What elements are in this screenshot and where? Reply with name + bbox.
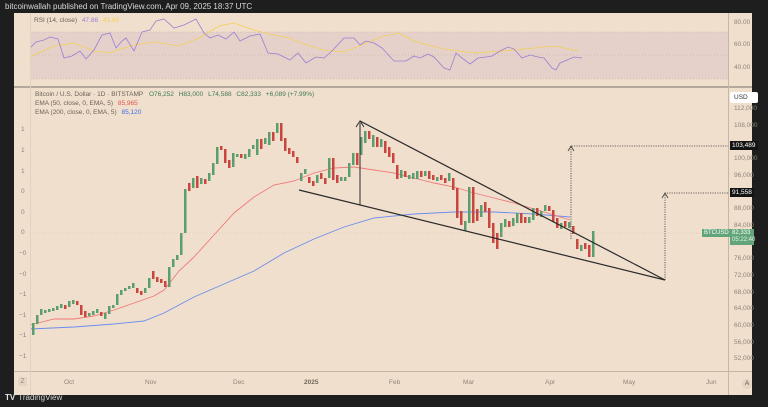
price-tick: 76,000	[734, 255, 754, 262]
candles	[32, 123, 595, 335]
price-tick: 96,000	[734, 172, 754, 179]
ohlc-change: +6,089 (+7.99%)	[265, 91, 315, 98]
time-label: Dec	[233, 379, 245, 386]
ohlc-low: L74,588	[208, 91, 232, 98]
left-tick: 1	[21, 147, 25, 154]
ema50-label: EMA (50, close, 0, EMA, 5)	[35, 100, 114, 107]
time-label: May	[623, 379, 636, 386]
left-tick: −0	[19, 271, 27, 278]
left-tick: −1	[19, 312, 27, 319]
price-tick: 72,000	[734, 272, 754, 279]
time-label: Nov	[145, 379, 157, 386]
last-price-box: 82,333 05:22:40	[730, 229, 756, 245]
auto-scale-button[interactable]: A	[742, 379, 752, 389]
left-tick: 1	[21, 126, 25, 133]
time-label: 2025	[304, 379, 319, 386]
bar-countdown: 05:22:40	[732, 237, 756, 243]
chart-panel: RSI (14, close) 47.86 43.65 80.00 60.00 …	[14, 13, 758, 395]
rsi-legend: RSI (14, close) 47.86 43.65	[34, 17, 119, 24]
ema50-legend[interactable]: EMA (50, close, 0, EMA, 5) 85,965	[35, 100, 138, 107]
time-axis-divider	[14, 371, 752, 372]
left-tick: 1	[21, 168, 25, 175]
currency-button[interactable]: USD	[730, 92, 758, 103]
last-price-symbol: BTCUSD	[702, 229, 731, 237]
tradingview-logo-icon: TV	[5, 393, 16, 402]
price-tick: 64,000	[734, 305, 754, 312]
ohlc-high: H83,000	[178, 91, 204, 98]
left-tick: 0	[21, 209, 25, 216]
time-label: Jun	[706, 379, 717, 386]
price-tick: 56,000	[734, 339, 754, 346]
tradingview-brand: TradingView	[18, 393, 63, 402]
last-price-value: 82,333	[732, 230, 751, 236]
left-axis-divider	[30, 13, 31, 395]
ema200-label: EMA (200, close, 0, EMA, 5)	[35, 109, 117, 116]
chart-drawing	[29, 18, 728, 335]
pane-divider[interactable]	[14, 86, 752, 88]
left-tick: −1	[19, 332, 27, 339]
rsi-tick: 40.00	[734, 64, 751, 71]
ohlc-close: C82,333	[236, 91, 261, 98]
symbol-legend[interactable]: Bitcoin / U.S. Dollar · 1D · BITSTAMP O7…	[35, 91, 314, 98]
price-tick: 60,000	[734, 322, 754, 329]
price-tick: 52,000	[734, 355, 754, 362]
left-tick: 0	[21, 188, 25, 195]
time-label: Apr	[545, 379, 556, 386]
left-tick: 0	[21, 229, 25, 236]
rsi-ma-value: 43.65	[102, 17, 120, 24]
left-tick: −1	[19, 353, 27, 360]
left-tick: −1	[19, 291, 27, 298]
price-tick: 88,000	[734, 205, 754, 212]
price-tick: 100,000	[734, 155, 758, 162]
time-label: Mar	[463, 379, 475, 386]
publish-header: bitcoinwallah published on TradingView.c…	[5, 2, 253, 11]
rsi-value: 47.86	[81, 17, 99, 24]
ema200-value: 85,120	[121, 109, 142, 116]
ema50-value: 85,965	[117, 100, 138, 107]
left-tick: −0	[19, 250, 27, 257]
time-label: Feb	[389, 379, 401, 386]
ohlc-open: O76,252	[148, 91, 174, 98]
ema200-legend[interactable]: EMA (200, close, 0, EMA, 5) 85,120	[35, 109, 141, 116]
zoom-reset-button[interactable]: Z	[18, 377, 27, 386]
symbol-title: Bitcoin / U.S. Dollar · 1D · BITSTAMP	[35, 91, 144, 98]
price-tick: 84,000	[734, 222, 754, 229]
target-label-upper: 103,489	[730, 141, 758, 150]
rsi-legend-name: RSI (14, close)	[34, 17, 77, 24]
price-tick: 112,000	[734, 105, 758, 112]
rsi-tick: 60.00	[734, 41, 751, 48]
rsi-tick: 80.00	[734, 19, 751, 26]
target-label-lower: 91,558	[730, 188, 754, 197]
price-tick: 108,000	[734, 122, 758, 129]
price-axis-divider	[728, 13, 729, 395]
price-tick: 68,000	[734, 289, 754, 296]
time-label: Oct	[64, 379, 75, 386]
tradingview-footer: TV TradingView	[5, 393, 62, 402]
